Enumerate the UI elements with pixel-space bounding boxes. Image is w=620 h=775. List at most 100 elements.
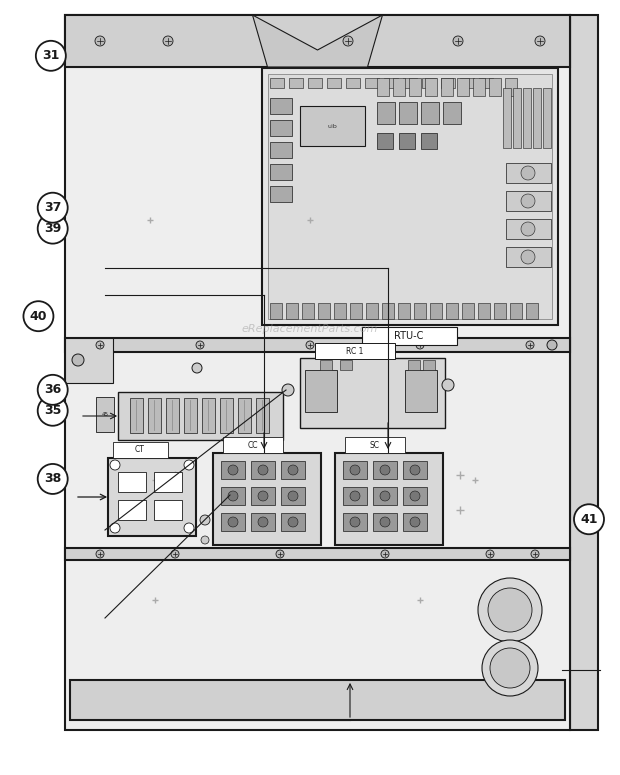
Circle shape xyxy=(288,465,298,475)
Bar xyxy=(270,186,292,202)
Circle shape xyxy=(282,384,294,396)
Bar xyxy=(262,68,558,325)
Text: RC 1: RC 1 xyxy=(347,346,364,356)
Circle shape xyxy=(288,517,298,527)
Bar xyxy=(506,163,551,183)
Circle shape xyxy=(416,341,424,349)
Bar xyxy=(166,398,179,433)
Circle shape xyxy=(38,214,68,243)
Bar xyxy=(118,500,146,520)
Bar xyxy=(308,78,322,88)
Text: 45: 45 xyxy=(102,412,108,416)
Bar xyxy=(251,487,275,505)
Circle shape xyxy=(276,550,284,558)
Text: 35: 35 xyxy=(44,405,61,417)
Text: uib: uib xyxy=(327,123,337,129)
Bar xyxy=(108,458,196,536)
Circle shape xyxy=(380,517,390,527)
Bar xyxy=(256,398,269,433)
Circle shape xyxy=(306,341,314,349)
Bar xyxy=(118,472,146,492)
Bar xyxy=(393,78,405,96)
Bar xyxy=(443,102,461,124)
Circle shape xyxy=(96,341,104,349)
Bar xyxy=(513,88,521,148)
Bar xyxy=(506,219,551,239)
Bar xyxy=(327,78,341,88)
Circle shape xyxy=(442,379,454,391)
Circle shape xyxy=(201,536,209,544)
Circle shape xyxy=(184,460,194,470)
Bar xyxy=(148,398,161,433)
Bar xyxy=(270,120,292,136)
Bar xyxy=(202,398,215,433)
Bar xyxy=(399,102,417,124)
Bar xyxy=(414,303,426,319)
Circle shape xyxy=(531,550,539,558)
Circle shape xyxy=(521,194,535,208)
Bar xyxy=(462,303,474,319)
Bar xyxy=(523,88,531,148)
Bar xyxy=(300,358,445,428)
Circle shape xyxy=(192,363,202,373)
Bar xyxy=(251,513,275,531)
Bar xyxy=(300,106,365,146)
Bar xyxy=(334,303,346,319)
Circle shape xyxy=(380,491,390,501)
Circle shape xyxy=(72,354,84,366)
Text: 39: 39 xyxy=(44,222,61,235)
Bar xyxy=(221,487,245,505)
Bar xyxy=(510,303,522,319)
Circle shape xyxy=(110,460,120,470)
Bar xyxy=(399,133,415,149)
Bar xyxy=(403,78,417,88)
Bar xyxy=(118,392,283,440)
Circle shape xyxy=(258,465,268,475)
Bar xyxy=(409,78,421,96)
Bar xyxy=(96,397,114,432)
Text: eReplacementParts.com: eReplacementParts.com xyxy=(242,325,378,334)
Bar xyxy=(403,461,427,479)
Bar xyxy=(281,487,305,505)
Bar xyxy=(473,78,485,96)
Text: CT: CT xyxy=(135,446,145,454)
Circle shape xyxy=(547,340,557,350)
Bar xyxy=(65,15,570,67)
Bar xyxy=(373,487,397,505)
Circle shape xyxy=(24,301,53,331)
Circle shape xyxy=(38,396,68,425)
Circle shape xyxy=(258,491,268,501)
Bar xyxy=(421,102,439,124)
Bar xyxy=(221,513,245,531)
Bar xyxy=(184,398,197,433)
Circle shape xyxy=(521,222,535,236)
Bar xyxy=(315,343,395,359)
Bar xyxy=(286,303,298,319)
Bar xyxy=(305,370,337,412)
Bar xyxy=(270,98,292,114)
Bar xyxy=(335,453,443,545)
Circle shape xyxy=(96,550,104,558)
Text: SC: SC xyxy=(370,440,380,450)
Bar xyxy=(270,142,292,158)
Circle shape xyxy=(488,588,532,632)
Bar xyxy=(441,78,455,88)
Circle shape xyxy=(38,193,68,222)
Bar xyxy=(213,453,321,545)
Bar xyxy=(506,247,551,267)
Circle shape xyxy=(381,550,389,558)
Bar xyxy=(398,303,410,319)
Bar xyxy=(460,78,474,88)
Circle shape xyxy=(171,550,179,558)
Bar xyxy=(489,78,501,96)
Text: RTU-C: RTU-C xyxy=(394,331,423,341)
Circle shape xyxy=(486,550,494,558)
Bar xyxy=(362,327,457,345)
Bar xyxy=(238,398,251,433)
Bar xyxy=(65,338,570,352)
Bar xyxy=(318,303,330,319)
Circle shape xyxy=(350,517,360,527)
Bar xyxy=(457,78,469,96)
Bar xyxy=(154,472,182,492)
Circle shape xyxy=(410,465,420,475)
